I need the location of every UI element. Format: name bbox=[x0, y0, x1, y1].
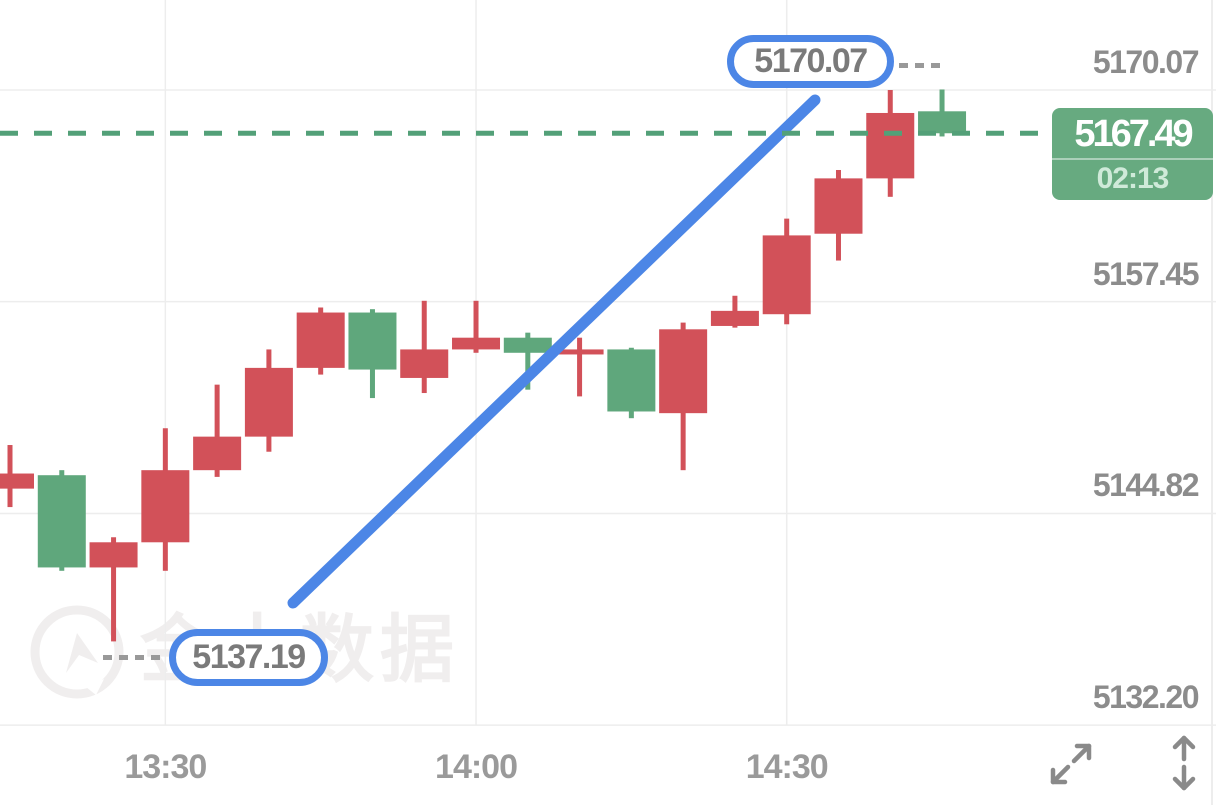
candle-body bbox=[89, 542, 138, 568]
chart-right-border bbox=[1211, 0, 1213, 805]
candle-body bbox=[193, 436, 242, 471]
y-axis-label: 5132.20 bbox=[1092, 679, 1200, 716]
vertical-range-icon[interactable] bbox=[1164, 729, 1204, 797]
candle-wick bbox=[111, 537, 117, 642]
candle-wick bbox=[214, 384, 220, 477]
chart-toolbar bbox=[1040, 728, 1208, 798]
high-annotation-dashes bbox=[899, 63, 945, 68]
low-annotation-value: 5137.19 bbox=[192, 638, 306, 676]
candle-body bbox=[762, 235, 811, 315]
expand-diagonal-icon[interactable] bbox=[1044, 733, 1100, 793]
y-axis-label: 5157.45 bbox=[1092, 255, 1200, 292]
high-annotation-pill[interactable]: 5170.07 bbox=[727, 35, 894, 88]
candle-body bbox=[296, 312, 345, 368]
candle-body bbox=[452, 337, 501, 350]
candle-wick bbox=[473, 300, 479, 353]
candle-body bbox=[244, 367, 293, 437]
candle-body bbox=[503, 337, 552, 353]
jin10-logo-icon bbox=[30, 605, 124, 699]
x-axis-label: 14:30 bbox=[745, 748, 829, 786]
candle-body bbox=[0, 473, 34, 489]
candle-body bbox=[607, 349, 656, 412]
low-annotation-pill[interactable]: 5137.19 bbox=[169, 629, 328, 686]
candle-body bbox=[37, 475, 86, 568]
candle-body bbox=[918, 111, 967, 134]
candle-body bbox=[866, 112, 915, 179]
candle-wick bbox=[525, 332, 531, 390]
y-axis-label: 5144.82 bbox=[1092, 467, 1200, 504]
candle-wick bbox=[577, 337, 583, 397]
candle-wick bbox=[421, 300, 427, 394]
candle-body bbox=[710, 310, 759, 326]
candle-countdown: 02:13 bbox=[1052, 158, 1213, 200]
current-price-badge[interactable]: 5167.49 02:13 bbox=[1052, 108, 1213, 200]
candle-body bbox=[400, 349, 449, 378]
high-annotation-value: 5170.07 bbox=[754, 42, 868, 80]
y-axis-label: 5170.07 bbox=[1092, 44, 1200, 80]
x-axis-label: 13:30 bbox=[124, 748, 207, 786]
candle-body bbox=[348, 312, 397, 370]
candle-body bbox=[659, 329, 708, 414]
candle-body bbox=[814, 178, 863, 234]
current-price-value: 5167.49 bbox=[1074, 113, 1193, 155]
x-axis-label: 14:00 bbox=[435, 748, 518, 786]
candle-body bbox=[141, 470, 190, 543]
candle-body bbox=[555, 349, 604, 355]
low-annotation-dashes bbox=[103, 655, 165, 660]
trendline bbox=[287, 94, 821, 609]
